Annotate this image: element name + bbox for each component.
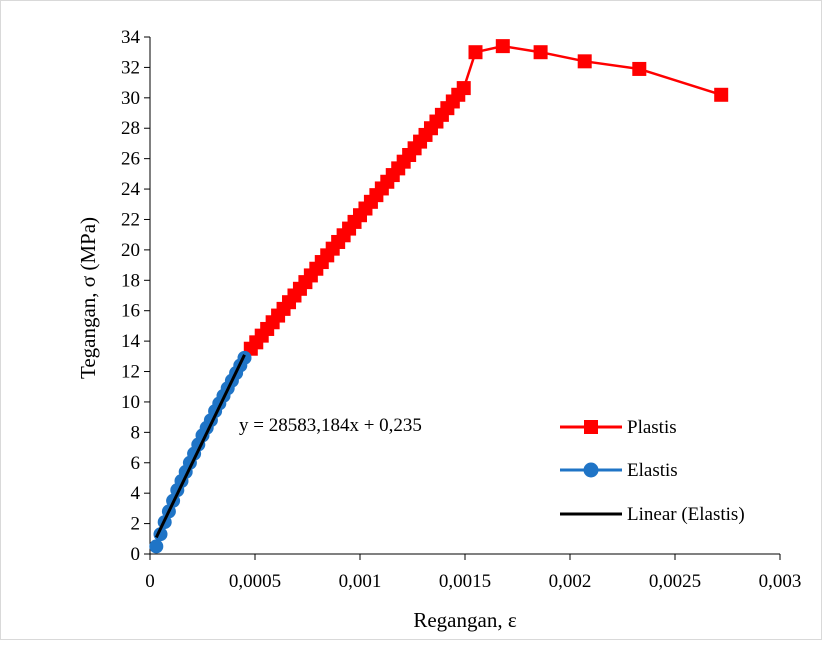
x-tick-label: 0,003 (759, 571, 802, 592)
x-tick-label: 0,0015 (439, 571, 491, 592)
y-tick-label: 6 (131, 453, 141, 474)
y-tick-label: 8 (131, 422, 141, 443)
x-tick-label: 0 (145, 571, 155, 592)
legend-label-elastis: Elastis (627, 460, 678, 481)
plastis-point (533, 45, 548, 60)
y-tick-label: 24 (121, 179, 141, 200)
legend-marker-elastis (583, 462, 599, 478)
x-axis-title: Regangan, ε (413, 608, 516, 632)
plastis-point (577, 54, 592, 69)
plastis-point (456, 81, 471, 96)
series-marks (149, 39, 729, 554)
y-tick-label: 28 (121, 118, 140, 139)
plastis-point (714, 87, 729, 102)
elastis-point (149, 539, 164, 554)
plastis-point (632, 61, 647, 76)
legend-item-plastis: Plastis (560, 417, 677, 438)
y-axis-title: Tegangan, σ (MPa) (76, 217, 100, 379)
legend-label-plastis: Plastis (627, 417, 677, 438)
y-tick-label: 14 (121, 331, 141, 352)
y-tick-label: 12 (121, 362, 140, 383)
x-tick-label: 0,001 (339, 571, 382, 592)
y-tick-label: 4 (131, 483, 141, 504)
x-tick-label: 0,002 (549, 571, 592, 592)
y-tick-label: 22 (121, 209, 140, 230)
legend-label-linear-elastis: Linear (Elastis) (627, 504, 745, 525)
plastis-point (468, 45, 483, 60)
x-tick-label: 0,0025 (649, 571, 701, 592)
plastis-point (495, 39, 510, 54)
y-tick-label: 30 (121, 88, 140, 109)
legend-item-linear-elastis: Linear (Elastis) (560, 504, 745, 525)
y-tick-label: 20 (121, 240, 140, 261)
x-tick-label: 0,0005 (229, 571, 281, 592)
linear-trendline (154, 354, 246, 539)
y-tick-label: 16 (121, 301, 140, 322)
y-tick-label: 18 (121, 270, 140, 291)
y-tick-label: 0 (131, 544, 141, 565)
y-tick-label: 26 (121, 149, 140, 170)
y-tick-label: 34 (121, 27, 141, 48)
y-tick-label: 2 (131, 514, 141, 535)
trendline-equation: y = 28583,184x + 0,235 (239, 415, 422, 436)
legend-marker-plastis (584, 420, 598, 434)
y-tick-label: 10 (121, 392, 140, 413)
legend: Plastis Elastis Linear (Elastis) (560, 417, 745, 525)
legend-item-elastis: Elastis (560, 460, 678, 481)
y-tick-label: 32 (121, 57, 140, 78)
